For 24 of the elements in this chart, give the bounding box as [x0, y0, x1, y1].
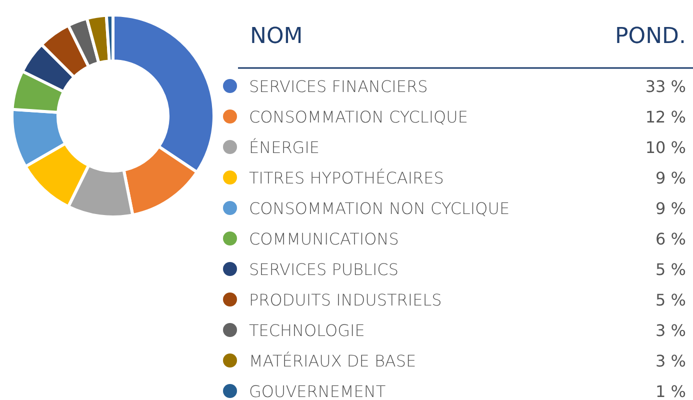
data-label: 10 % [645, 138, 686, 157]
legend-label: CONSOMMATION CYCLIQUE [249, 108, 468, 126]
legend-label: SERVICES PUBLICS [249, 260, 398, 279]
legend-label: SERVICES FINANCIERS [249, 77, 428, 96]
data-label: 3 % [656, 321, 686, 340]
legend-label: PRODUITS INDUSTRIELS [249, 290, 442, 310]
text: POND. [615, 24, 686, 49]
data-label: 6 % [656, 230, 686, 248]
legend-label: TECHNOLOGIE [249, 321, 365, 340]
data-label: 9 % [656, 199, 686, 218]
legend-label: CONSOMMATION NON CYCLIQUE [249, 199, 510, 218]
legend-label: ÉNERGIE [249, 138, 320, 157]
data-label: 9 % [656, 168, 686, 188]
data-label: 1 % [656, 382, 686, 400]
data-label: 3 % [656, 352, 686, 370]
data-label: 5 % [656, 260, 686, 279]
legend-label: MATÉRIAUX DE BASE [249, 352, 416, 370]
legend-label: TITRES HYPOTHÉCAIRES [249, 168, 444, 188]
data-label: 5 % [656, 290, 686, 310]
legend-title: NOM [250, 24, 303, 49]
legend-label: COMMUNICATIONS [249, 230, 399, 248]
legend-label: GOUVERNEMENT [249, 382, 386, 400]
data-label: 33 % [645, 77, 686, 96]
data-label: 12 % [645, 108, 686, 126]
